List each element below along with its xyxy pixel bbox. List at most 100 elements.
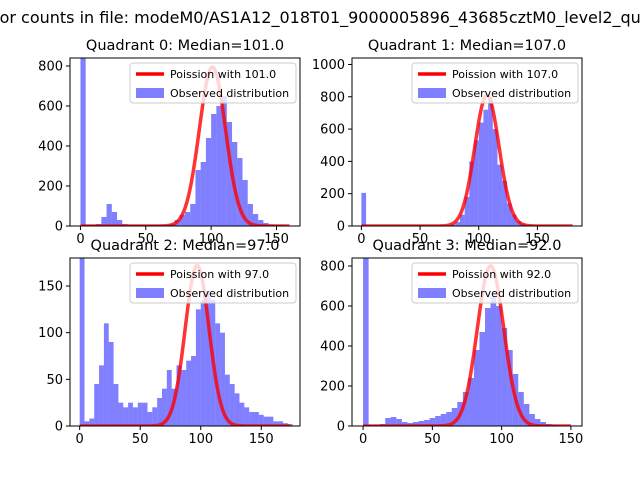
histogram-bar — [103, 323, 109, 426]
x-tick-label: 100 — [489, 432, 514, 447]
legend-entry: Poission with 107.0 — [452, 68, 558, 81]
x-tick-label: 100 — [199, 232, 224, 247]
histogram-bar — [396, 419, 402, 426]
axes-frame — [351, 257, 583, 427]
histogram-bar — [469, 161, 475, 226]
histogram-bar — [80, 58, 86, 226]
histogram-bars — [363, 258, 569, 426]
legend: Poission with 97.0 Observed distribution — [129, 262, 297, 304]
histogram-bar — [215, 323, 221, 426]
histogram-bar — [221, 96, 227, 226]
x-tick-label: 50 — [412, 232, 429, 247]
y-tick-label: 400 — [38, 140, 63, 155]
histogram-bar — [224, 374, 230, 426]
histogram-bar — [216, 106, 222, 226]
histogram-bar — [501, 328, 508, 426]
legend-entry: Poission with 101.0 — [170, 68, 276, 81]
histogram-bar — [195, 309, 201, 426]
histogram-bar — [137, 402, 143, 426]
histogram-bar — [492, 129, 498, 226]
histogram-bar — [166, 370, 172, 426]
legend-entry: Observed distribution — [170, 287, 289, 300]
histogram-bar — [234, 393, 240, 426]
histogram-bar — [529, 414, 535, 426]
histogram-bar — [211, 114, 217, 226]
histogram-bar — [412, 422, 419, 426]
histogram-bar — [157, 398, 162, 426]
histogram-bar — [191, 356, 196, 426]
histogram-bar — [252, 214, 259, 226]
y-tick-label: 0 — [55, 220, 63, 235]
histogram-bar — [190, 204, 196, 226]
y-tick-label: 1000 — [312, 58, 345, 73]
y-tick-label: 400 — [320, 155, 345, 170]
histogram-bar — [195, 170, 201, 226]
subplot-title: Quadrant 2: Median=97.0 — [91, 238, 280, 254]
histogram-bar — [101, 217, 107, 226]
histogram-bar — [118, 402, 124, 426]
legend-patch-swatch — [418, 288, 446, 298]
histogram-bar — [128, 402, 133, 426]
x-tick-label: 0 — [359, 432, 367, 447]
histogram-bar — [278, 421, 284, 426]
x-tick-label: 50 — [132, 432, 149, 447]
histogram-bar — [473, 350, 480, 426]
y-tick-label: 200 — [38, 180, 63, 195]
x-tick-label: 100 — [466, 232, 491, 247]
y-tick-label: 200 — [320, 380, 345, 395]
histogram-bar — [185, 212, 191, 226]
legend-box — [129, 62, 297, 104]
subplot-grid: Quadrant 0: Median=101.0 0 50 100 150 0 200 400… — [38, 38, 583, 447]
histogram-bar — [237, 158, 243, 226]
histogram-bar — [242, 180, 248, 226]
histogram-bar — [464, 196, 470, 226]
histogram-bars — [79, 258, 293, 426]
histogram-bar — [200, 300, 206, 426]
y-tick-label: 200 — [320, 187, 345, 202]
histogram-bar — [483, 109, 489, 226]
histogram-bar — [205, 290, 211, 426]
histogram-bar — [220, 332, 225, 426]
y-tick-label: 150 — [38, 280, 63, 295]
histogram-bar — [497, 164, 503, 226]
histogram-bar — [385, 418, 391, 426]
histogram-bar — [490, 296, 497, 426]
histogram-bar — [534, 419, 541, 426]
histogram-bar — [106, 204, 112, 226]
subplot-title: Quadrant 0: Median=101.0 — [86, 38, 284, 54]
axes-frame — [351, 57, 583, 227]
histogram-bar — [451, 408, 458, 426]
histogram-bar — [363, 258, 369, 426]
histogram-bar — [147, 412, 153, 426]
y-tick-label: 0 — [337, 220, 345, 235]
legend-entry: Observed distribution — [452, 87, 571, 100]
histogram-bar — [361, 192, 367, 226]
subplot-quadrant-2: Quadrant 2: Median=97.0 0 50 100 150 0 50 100 15… — [38, 238, 301, 447]
histogram-bar — [142, 402, 148, 426]
histogram-bar — [258, 414, 264, 426]
histogram-bar — [518, 392, 524, 426]
histogram-bar — [507, 350, 513, 426]
histogram-bar — [132, 407, 138, 426]
histogram-bar — [390, 417, 397, 426]
histogram-bar — [247, 204, 253, 226]
histogram-bar — [176, 365, 182, 426]
histogram-bar — [446, 412, 452, 426]
x-tick-label: 0 — [76, 232, 84, 247]
x-tick-label: 50 — [424, 432, 441, 447]
x-tick-label: 0 — [76, 432, 84, 447]
poisson-curve — [79, 263, 291, 426]
histogram-bar — [523, 404, 530, 426]
y-tick-label: 600 — [38, 100, 63, 115]
y-tick-label: 400 — [320, 340, 345, 355]
axes-frame — [69, 257, 301, 427]
histogram-bar — [226, 122, 233, 226]
figure-suptitle: Histograms for counts in file: modeM0/AS… — [0, 8, 640, 28]
x-tick-label: 150 — [264, 232, 289, 247]
histogram-bar — [113, 384, 119, 426]
subplot-quadrant-3: Quadrant 3: Median=92.0 0 50 100 150 0 200 400 6… — [320, 238, 583, 447]
histogram-bar — [455, 221, 460, 226]
y-tick-label: 600 — [320, 123, 345, 138]
axes-frame — [69, 57, 301, 227]
y-tick-label: 800 — [320, 260, 345, 275]
